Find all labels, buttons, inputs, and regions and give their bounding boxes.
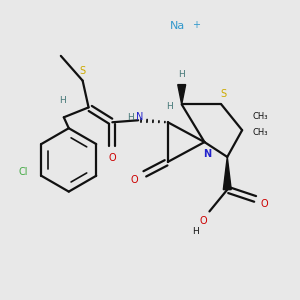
Text: S: S bbox=[220, 88, 226, 98]
Text: N: N bbox=[203, 149, 211, 159]
Text: O: O bbox=[260, 200, 268, 209]
Text: CH₃: CH₃ bbox=[252, 128, 268, 137]
Text: O: O bbox=[109, 153, 116, 163]
Text: S: S bbox=[80, 66, 86, 76]
Text: O: O bbox=[200, 216, 207, 226]
Text: Cl: Cl bbox=[19, 167, 28, 177]
Text: H: H bbox=[178, 70, 185, 79]
Text: H: H bbox=[127, 113, 134, 122]
Text: CH₃: CH₃ bbox=[252, 112, 268, 121]
Text: H: H bbox=[192, 227, 199, 236]
Text: N: N bbox=[136, 112, 144, 122]
Polygon shape bbox=[223, 157, 231, 190]
Polygon shape bbox=[178, 85, 186, 104]
Text: Na: Na bbox=[170, 21, 185, 31]
Text: H: H bbox=[59, 96, 66, 105]
Text: O: O bbox=[130, 175, 138, 185]
Text: +: + bbox=[192, 20, 200, 30]
Text: H: H bbox=[167, 102, 173, 111]
